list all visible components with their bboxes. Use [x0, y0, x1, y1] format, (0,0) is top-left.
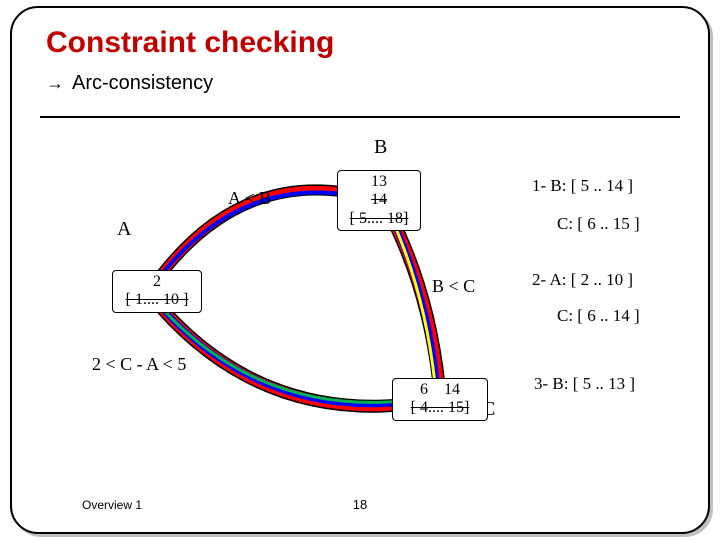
footer-page-number: 18 — [353, 497, 367, 512]
step-3: 3- B: [ 5 .. 13 ] — [534, 374, 635, 394]
edge-label-ab: A < B — [228, 188, 271, 209]
domain-c-high: 14 — [444, 381, 460, 398]
domain-box-c: 6 14 [ 4.... 15] — [392, 378, 488, 421]
slide-frame: Constraint checking → Arc-consistency — [10, 6, 710, 534]
node-label-a: A — [117, 218, 131, 241]
subtitle-text: Arc-consistency — [72, 72, 213, 95]
domain-c-range: [ 4.... 15] — [411, 399, 470, 416]
domain-b-low: 13 — [371, 173, 387, 190]
page-title: Constraint checking — [46, 26, 334, 60]
domain-c-low: 6 — [420, 381, 428, 398]
step-2: 2- A: [ 2 .. 10 ] — [532, 270, 633, 290]
domain-b-range: [ 5.... 18] — [350, 210, 409, 227]
step-1c: C: [ 6 .. 15 ] — [557, 214, 640, 234]
domain-b-mid-strike: 14 — [371, 191, 387, 208]
arrow-bullet-icon: → — [46, 73, 64, 94]
domain-box-b: 13 14 [ 5.... 18] — [337, 170, 421, 231]
footer-left: Overview 1 — [82, 498, 142, 512]
node-label-b: B — [374, 136, 387, 159]
step-2c: C: [ 6 .. 14 ] — [557, 306, 640, 326]
diagram-stage: B A C A < B B < C 2 < C - A < 5 13 14 [ … — [12, 118, 708, 482]
domain-a-range: [ 1.... 10 ] — [126, 291, 189, 308]
domain-box-a: 2 [ 1.... 10 ] — [112, 270, 202, 313]
edge-label-ca: 2 < C - A < 5 — [92, 354, 186, 375]
subtitle-row: → Arc-consistency — [46, 72, 213, 95]
domain-a-low: 2 — [153, 273, 161, 290]
edge-label-bc: B < C — [432, 276, 475, 297]
edge-bc — [388, 211, 440, 390]
step-1: 1- B: [ 5 .. 14 ] — [532, 176, 633, 196]
